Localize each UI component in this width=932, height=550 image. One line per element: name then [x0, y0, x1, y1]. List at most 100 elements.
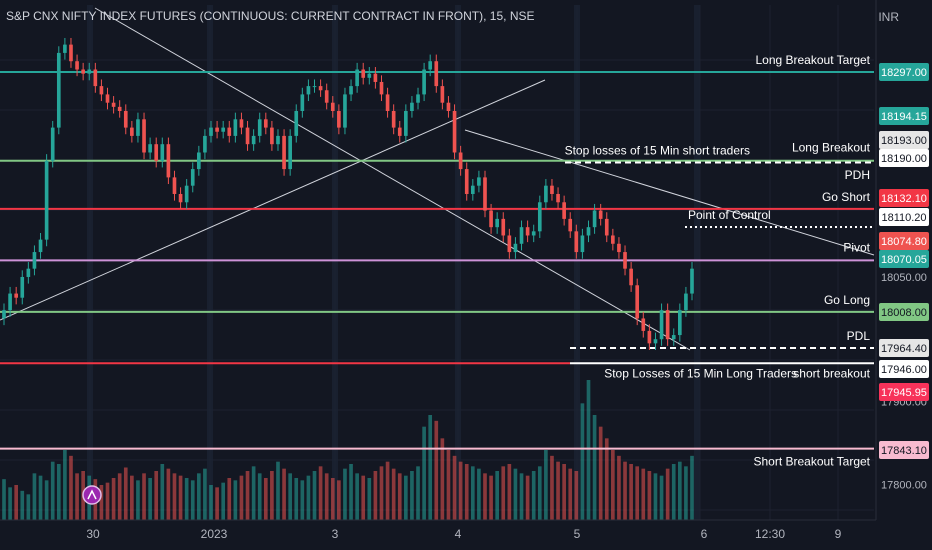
- candle-body: [282, 135, 286, 170]
- candle-body: [513, 243, 518, 253]
- candle-body: [337, 111, 341, 128]
- volume-bar: [166, 468, 171, 520]
- candle-body: [111, 102, 116, 107]
- volume-bar: [38, 475, 43, 520]
- level-label: Point of Control: [688, 208, 771, 222]
- candle-body: [184, 185, 189, 203]
- candle-body: [190, 169, 195, 186]
- candle-body: [531, 231, 536, 236]
- candle-body: [550, 185, 554, 194]
- volume-bar: [416, 466, 420, 520]
- level-label: Short Breakout Target: [753, 455, 870, 469]
- currency-label: INR: [878, 10, 899, 24]
- volume-bar: [160, 464, 165, 520]
- candle-body: [361, 69, 366, 78]
- candle-body: [178, 193, 183, 203]
- volume-bar: [604, 438, 609, 520]
- candle-body: [160, 144, 165, 161]
- price-badge-label: 17843.10: [881, 445, 927, 457]
- level-label: Pivot: [843, 240, 870, 254]
- candle-body: [349, 86, 353, 95]
- volume-bar: [422, 426, 426, 520]
- candle-body: [464, 169, 469, 194]
- session-break: [207, 5, 213, 520]
- candle-body: [556, 193, 560, 203]
- volume-bar: [324, 473, 329, 520]
- level-label: Go Long: [824, 293, 870, 307]
- volume-bar: [215, 487, 219, 520]
- volume-bar: [233, 480, 238, 520]
- price-badge-label: 17945.95: [881, 387, 927, 399]
- volume-bar: [2, 479, 6, 520]
- volume-bar: [598, 426, 603, 520]
- candle-body: [477, 177, 481, 186]
- candle-body: [586, 227, 591, 236]
- level-label: Long Breakout: [792, 140, 871, 154]
- candle-body: [63, 44, 67, 53]
- price-badge: [879, 441, 929, 459]
- price-badge-label: 18132.10: [881, 193, 927, 205]
- candle-body: [470, 185, 475, 194]
- candle-body: [99, 86, 104, 95]
- volume-bar: [111, 478, 116, 520]
- volume-bar: [489, 475, 493, 520]
- volume-bar: [397, 473, 402, 520]
- volume-bar: [50, 461, 55, 520]
- volume-bar: [123, 467, 128, 520]
- volume-bar: [209, 485, 213, 520]
- volume-bar: [312, 471, 317, 520]
- candle-body: [379, 81, 384, 95]
- event-glyph-icon: [87, 489, 97, 500]
- price-badge-label: 18110.20: [881, 212, 926, 224]
- price-badge: [879, 360, 929, 378]
- candle-body: [385, 94, 390, 112]
- candle-body: [635, 285, 640, 319]
- candle-body: [8, 293, 12, 311]
- volume-bar: [178, 475, 183, 520]
- price-badge: [879, 107, 929, 125]
- volume-bar: [513, 468, 518, 520]
- volume-bar: [659, 475, 664, 520]
- candle-body: [81, 69, 85, 74]
- volume-bar: [568, 468, 573, 520]
- volume-bar: [337, 480, 341, 520]
- session-breaks: [87, 5, 700, 520]
- price-badge-label: 17946.00: [881, 364, 927, 376]
- volume-bar: [404, 475, 408, 520]
- volume-bar: [440, 438, 445, 520]
- price-badge-label: 18194.15: [881, 111, 927, 123]
- candle-body: [373, 73, 378, 82]
- volume-bar: [677, 461, 682, 520]
- volume-bar: [330, 478, 335, 520]
- price-badge: [879, 63, 929, 81]
- price-axis[interactable]: 18250.0018050.0017900.0017800.0018297.00…: [875, 0, 932, 550]
- candle-body: [276, 135, 280, 145]
- volume-bar: [318, 466, 323, 520]
- volume-bar: [44, 480, 49, 520]
- candle-body: [580, 235, 585, 253]
- price-badge-label: 18008.00: [881, 307, 927, 319]
- volume-bar: [263, 478, 268, 520]
- trend-lines: [0, 7, 875, 351]
- volume-bar: [434, 420, 439, 520]
- volume-bar: [63, 450, 67, 520]
- candle-body: [623, 252, 627, 269]
- volume-bar: [391, 468, 396, 520]
- candle-body: [544, 185, 548, 203]
- session-break: [455, 5, 461, 520]
- candle-body: [263, 119, 268, 128]
- candle-body: [391, 111, 396, 128]
- price-badge-label: 17964.40: [881, 343, 927, 355]
- candle-body: [93, 69, 98, 87]
- volume-bar: [379, 466, 384, 520]
- volume-bar: [117, 473, 122, 520]
- candle-body: [507, 235, 512, 253]
- candle-body: [568, 218, 573, 232]
- candle-body: [574, 231, 579, 253]
- candle-body: [452, 111, 457, 153]
- volume-bar: [671, 464, 676, 520]
- time-axis[interactable]: 30 2023 3 4 5 6 12:30 9: [0, 519, 876, 550]
- candle-body: [495, 218, 499, 228]
- candle-body: [665, 310, 670, 340]
